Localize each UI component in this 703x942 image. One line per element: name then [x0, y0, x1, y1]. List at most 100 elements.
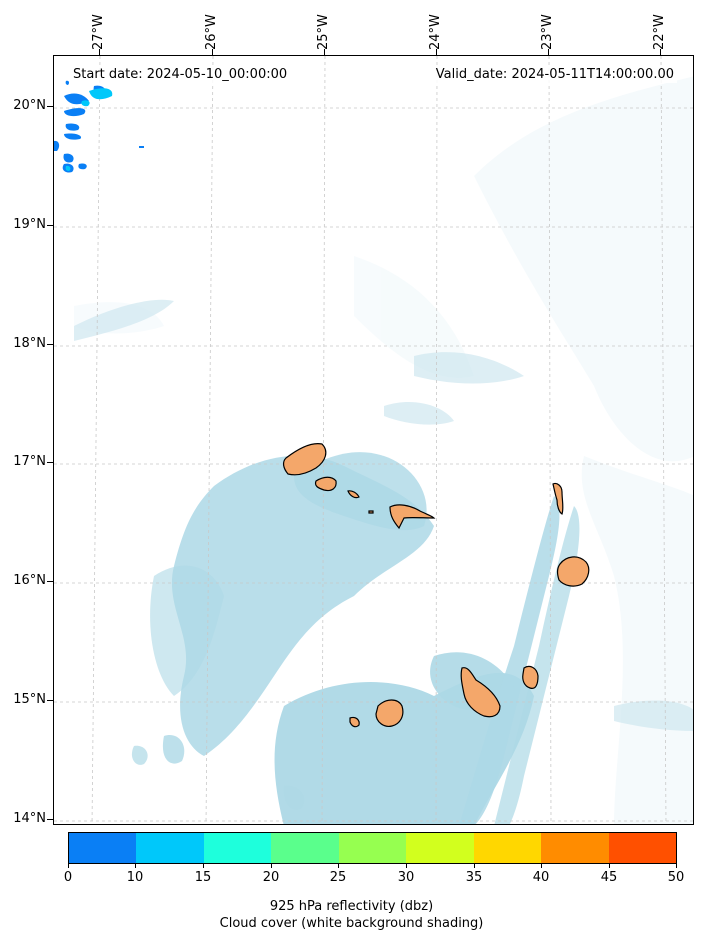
longitude-label-22w: 22°W — [652, 14, 667, 50]
meridian-line — [548, 56, 552, 824]
cloud-mass-central — [171, 455, 434, 756]
longitude-tick — [660, 49, 661, 55]
island-sao-vicente — [314, 476, 337, 492]
reflectivity-cell — [54, 140, 60, 151]
reflectivity-colorbar — [68, 832, 677, 864]
reflectivity-cell — [64, 133, 82, 140]
cloud-mass-south — [274, 672, 534, 824]
reflectivity-layer — [54, 80, 144, 173]
longitude-tick — [436, 49, 437, 55]
colorbar-segment — [608, 833, 676, 863]
island-santo-antao — [282, 443, 327, 476]
faint-cloud-layer — [74, 76, 693, 824]
reflectivity-cell — [65, 123, 80, 131]
colorbar-segment — [271, 833, 339, 863]
colorbar-tick — [609, 864, 610, 868]
longitude-tick — [99, 49, 100, 55]
colorbar-tick-label: 40 — [532, 870, 550, 885]
cloud-patch-small — [131, 745, 148, 765]
colorbar-caption-line2: Cloud cover (white background shading) — [219, 916, 484, 931]
island-branco — [368, 510, 374, 514]
island-fogo — [375, 699, 404, 727]
colorbar-tick — [135, 864, 136, 868]
meridian-line — [205, 56, 214, 824]
latitude-label-20n: 20°N — [13, 98, 46, 113]
island-sal — [552, 482, 564, 515]
colorbar-segment — [473, 833, 542, 863]
colorbar-tick — [676, 864, 677, 868]
cloud-streak-east — [614, 700, 693, 731]
latitude-label-19n: 19°N — [13, 217, 46, 232]
reflectivity-cell — [65, 80, 70, 85]
meridian-line — [660, 56, 667, 824]
longitude-label-26w: 26°W — [204, 14, 219, 50]
reflectivity-cell — [65, 165, 71, 171]
colorbar-tick-label: 25 — [329, 870, 347, 885]
faint-cloud-area — [581, 456, 693, 824]
latitude-label-15n: 15°N — [13, 692, 46, 707]
longitude-tick — [212, 49, 213, 55]
islands-layer — [282, 443, 590, 728]
colorbar-tick-label: 0 — [63, 870, 73, 885]
island-maio — [522, 665, 539, 689]
island-santa-luzia — [347, 490, 360, 499]
reflectivity-cell — [89, 88, 113, 100]
latitude-tick — [47, 581, 53, 582]
colorbar-tick — [68, 864, 69, 868]
colorbar-tick-label: 35 — [465, 870, 483, 885]
meridian-line — [91, 56, 101, 824]
latitude-tick — [47, 819, 53, 820]
colorbar-tick — [203, 864, 204, 868]
island-santiago — [460, 667, 501, 718]
colorbar-segment — [541, 833, 609, 863]
reflectivity-cell — [139, 146, 144, 148]
colorbar-tick-label: 20 — [262, 870, 280, 885]
meridian-line — [435, 56, 438, 824]
map-canvas — [54, 56, 693, 824]
colorbar-segment — [203, 833, 272, 863]
cloud-mass-west-band — [150, 565, 224, 696]
island-brava — [349, 716, 360, 728]
island-boa-vista — [557, 556, 590, 587]
latitude-tick — [47, 344, 53, 345]
reflectivity-cell — [78, 163, 87, 170]
gridlines — [54, 56, 693, 824]
colorbar-tick-label: 30 — [397, 870, 415, 885]
reflectivity-cell — [63, 153, 74, 163]
reflectivity-cell — [64, 108, 86, 117]
colorbar-segment — [136, 833, 204, 863]
colorbar-tick — [271, 864, 272, 868]
latitude-label-18n: 18°N — [13, 336, 46, 351]
colorbar-tick-label: 10 — [126, 870, 144, 885]
colorbar-tick — [406, 864, 407, 868]
cloud-cover-layer — [74, 299, 693, 824]
cloud-streak-northern — [384, 401, 454, 425]
colorbar-tick-label: 15 — [194, 870, 212, 885]
longitude-label-27w: 27°W — [91, 14, 106, 50]
valid-date-label: Valid_date: 2024-05-11T14:00:00.00 — [432, 66, 677, 83]
longitude-label-25w: 25°W — [316, 14, 331, 50]
island-sao-nicolau — [389, 504, 436, 530]
longitude-label-24w: 24°W — [428, 14, 443, 50]
colorbar-tick-label: 50 — [667, 870, 685, 885]
cloud-patch-small — [283, 785, 305, 810]
latitude-label-17n: 17°N — [13, 454, 46, 469]
colorbar-segment — [338, 833, 407, 863]
cloud-streak-northern — [414, 352, 524, 384]
latitude-label-16n: 16°N — [13, 573, 46, 588]
colorbar-tick — [474, 864, 475, 868]
colorbar-tick-label: 45 — [600, 870, 618, 885]
reflectivity-cell — [81, 100, 90, 107]
colorbar-tick — [541, 864, 542, 868]
latitude-tick — [47, 462, 53, 463]
start-date-label: Start date: 2024-05-10_00:00:00 — [70, 66, 291, 83]
colorbar-segment — [406, 833, 474, 863]
longitude-tick — [324, 49, 325, 55]
latitude-tick — [47, 225, 53, 226]
faint-cloud-area — [354, 256, 474, 378]
longitude-tick — [548, 49, 549, 55]
cloud-patch-small — [162, 735, 185, 764]
cloud-streak-diagonal — [494, 506, 580, 824]
colorbar-caption-line1: 925 hPa reflectivity (dbz) — [269, 899, 434, 914]
map-panel[interactable]: Start date: 2024-05-10_00:00:00 Valid_da… — [53, 55, 694, 825]
